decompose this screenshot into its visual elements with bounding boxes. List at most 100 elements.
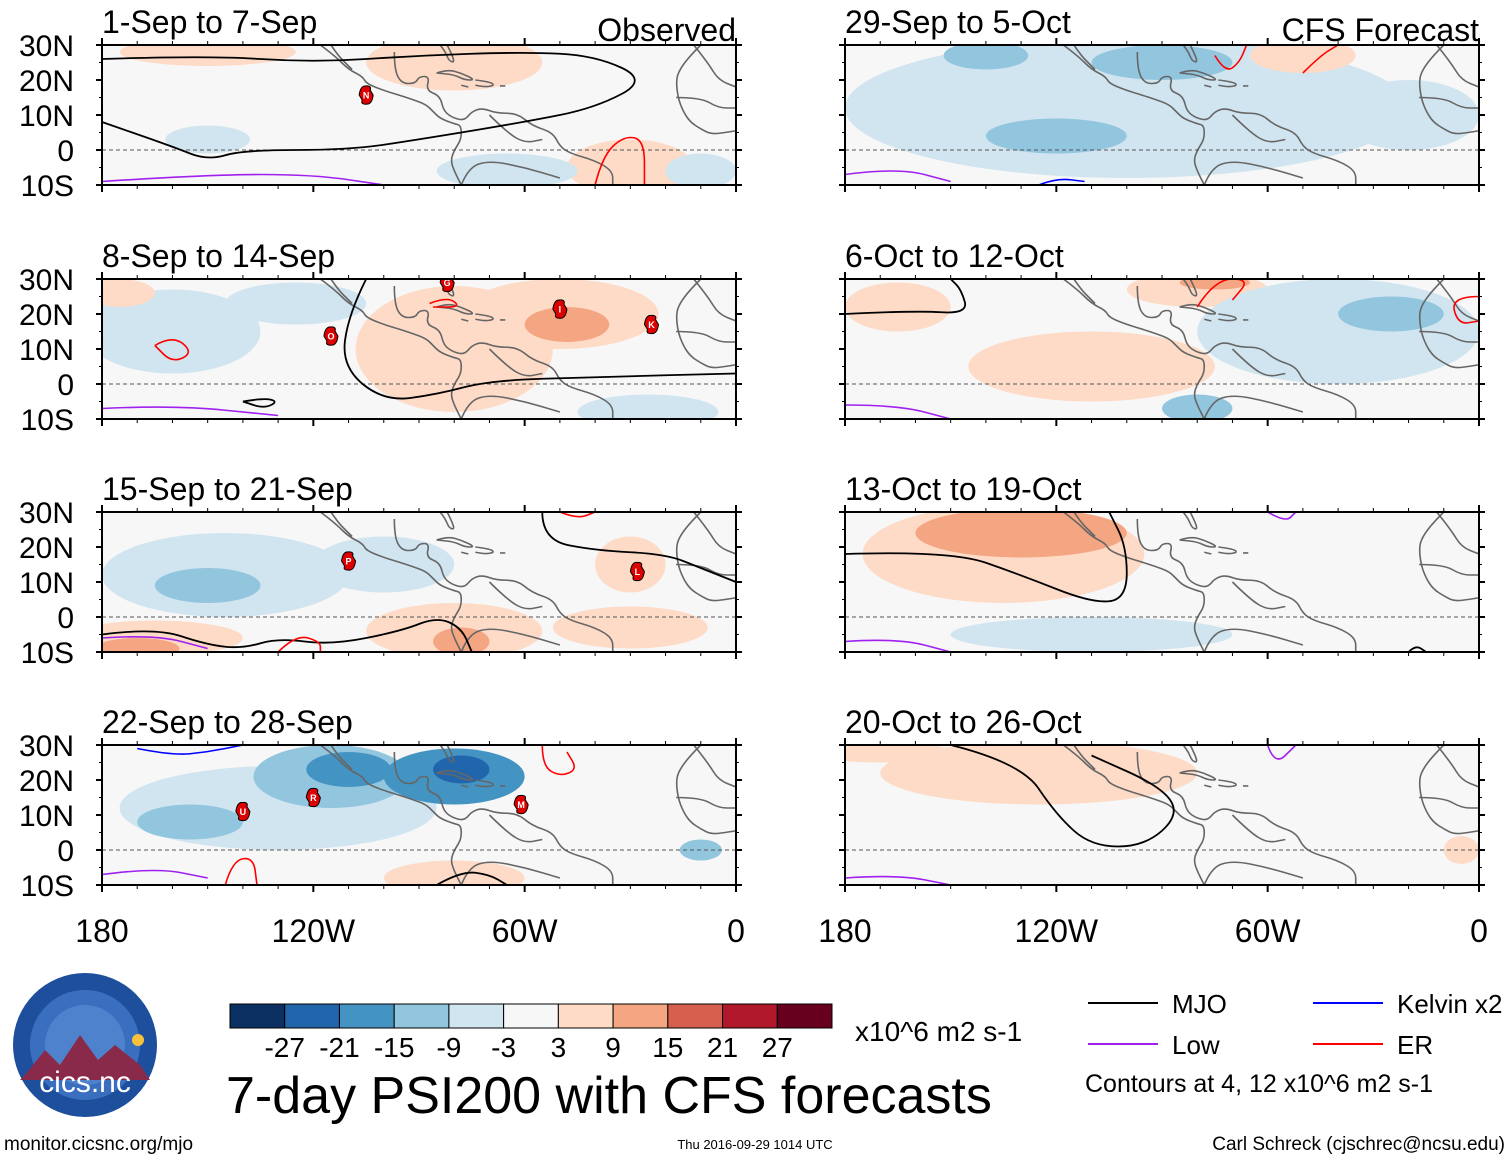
er-contour	[1214, 45, 1248, 70]
coastline	[675, 512, 736, 602]
hurricane-icon	[323, 326, 339, 346]
coastline	[1179, 69, 1217, 81]
colorbar-label: -3	[491, 1032, 516, 1063]
anomaly-region	[102, 638, 180, 652]
storm-marker[interactable]: P	[341, 551, 357, 571]
mjo-contour	[242, 398, 276, 408]
coastline	[1218, 79, 1237, 88]
storm-marker[interactable]: R	[305, 787, 321, 808]
colorbar-label: -27	[264, 1032, 304, 1063]
coastline	[1062, 45, 1206, 185]
author: Carl Schreck (cjschrec@ncsu.edu)	[1212, 1134, 1505, 1155]
x-tick-label: 60W	[1235, 913, 1302, 949]
er-contour	[224, 857, 258, 885]
anomaly-region	[433, 755, 490, 784]
anomaly-region	[1338, 80, 1479, 150]
coastline	[1204, 318, 1212, 322]
coastline	[475, 79, 494, 88]
coastline	[1136, 518, 1357, 652]
coastline	[461, 84, 469, 88]
y-tick-label: 20N	[19, 532, 74, 565]
colorbar-label: 9	[605, 1032, 621, 1063]
coastline	[1062, 745, 1206, 885]
coastline	[475, 546, 494, 555]
low-contour	[102, 869, 208, 879]
coastline	[1203, 395, 1304, 419]
coastline	[330, 745, 353, 771]
coastline	[693, 279, 736, 322]
low-contour	[102, 636, 208, 650]
storm-marker[interactable]: L	[629, 561, 645, 582]
colorbar-units: x10^6 m2 s-1	[855, 1016, 1022, 1047]
low-contour	[1266, 745, 1297, 760]
storm-name: N	[363, 91, 370, 101]
coastline	[675, 45, 736, 135]
coastline	[439, 745, 455, 763]
source-url[interactable]: monitor.cicsnc.org/mjo	[4, 1134, 193, 1155]
coastline	[488, 114, 543, 143]
low-contour	[102, 173, 384, 185]
panel-tag: Observed	[597, 12, 736, 48]
coastline	[1073, 745, 1096, 771]
coastline	[1073, 279, 1096, 305]
anomaly-region	[383, 860, 525, 885]
coastline	[1182, 45, 1198, 63]
hurricane-icon	[629, 561, 645, 582]
anomaly-region	[968, 331, 1215, 402]
storm-name: R	[310, 793, 317, 803]
storm-marker[interactable]: N	[358, 85, 374, 105]
anomaly-region	[225, 282, 367, 325]
panel-tag: CFS Forecast	[1282, 12, 1479, 48]
coastline	[1203, 861, 1304, 885]
hurricane-icon	[235, 801, 251, 822]
anomaly-region	[1091, 45, 1233, 80]
x-tick-label: 0	[727, 913, 745, 949]
mjo-contour	[950, 745, 1175, 848]
mjo-contour	[541, 512, 736, 583]
storm-marker[interactable]: I	[552, 299, 568, 319]
colorbar-swatch	[667, 1003, 724, 1029]
cics-logo: cics.nc	[13, 973, 157, 1117]
map-panel: 13-Oct to 19-Oct	[839, 471, 1485, 659]
coastline	[1218, 313, 1237, 322]
coastline	[319, 745, 463, 885]
y-tick-label: 10S	[21, 870, 74, 903]
colorbar-label: -21	[319, 1032, 359, 1063]
colorbar-swatch	[776, 1003, 833, 1029]
colorbar-label: 3	[551, 1032, 567, 1063]
coastline	[319, 45, 463, 185]
x-tick-label: 120W	[1015, 913, 1099, 949]
anomaly-region	[577, 394, 719, 419]
er-contour	[277, 636, 322, 652]
anomaly-region	[1179, 279, 1251, 290]
coastline	[436, 303, 474, 315]
hurricane-icon	[305, 787, 321, 808]
coastline	[436, 69, 474, 81]
mjo-contour	[436, 871, 508, 885]
storm-marker[interactable]: K	[643, 314, 659, 335]
er-contour	[1453, 295, 1479, 324]
coastline	[1419, 796, 1479, 809]
er-contour	[541, 745, 575, 776]
y-tick-label: 10N	[19, 800, 74, 833]
coastline	[461, 551, 469, 555]
storm-name: O	[327, 332, 334, 342]
storm-name: L	[635, 567, 641, 577]
mjo-contour	[102, 51, 636, 159]
coastline	[1418, 512, 1479, 602]
storm-marker[interactable]: O	[323, 326, 339, 346]
storm-marker[interactable]: U	[235, 801, 251, 822]
coastline	[393, 285, 614, 419]
anomaly-region	[436, 153, 578, 185]
storm-marker[interactable]: G	[439, 273, 455, 293]
coastline	[1179, 303, 1217, 315]
mjo-contour	[845, 279, 967, 315]
coastline	[1182, 279, 1198, 297]
coastline	[461, 784, 469, 788]
coastline	[1418, 45, 1479, 135]
colorbar-label: 21	[707, 1032, 738, 1063]
panel-title: 20-Oct to 26-Oct	[845, 704, 1082, 740]
storm-marker[interactable]: M	[513, 794, 529, 815]
y-tick-label: 10S	[21, 404, 74, 437]
mjo-contour	[102, 619, 473, 652]
